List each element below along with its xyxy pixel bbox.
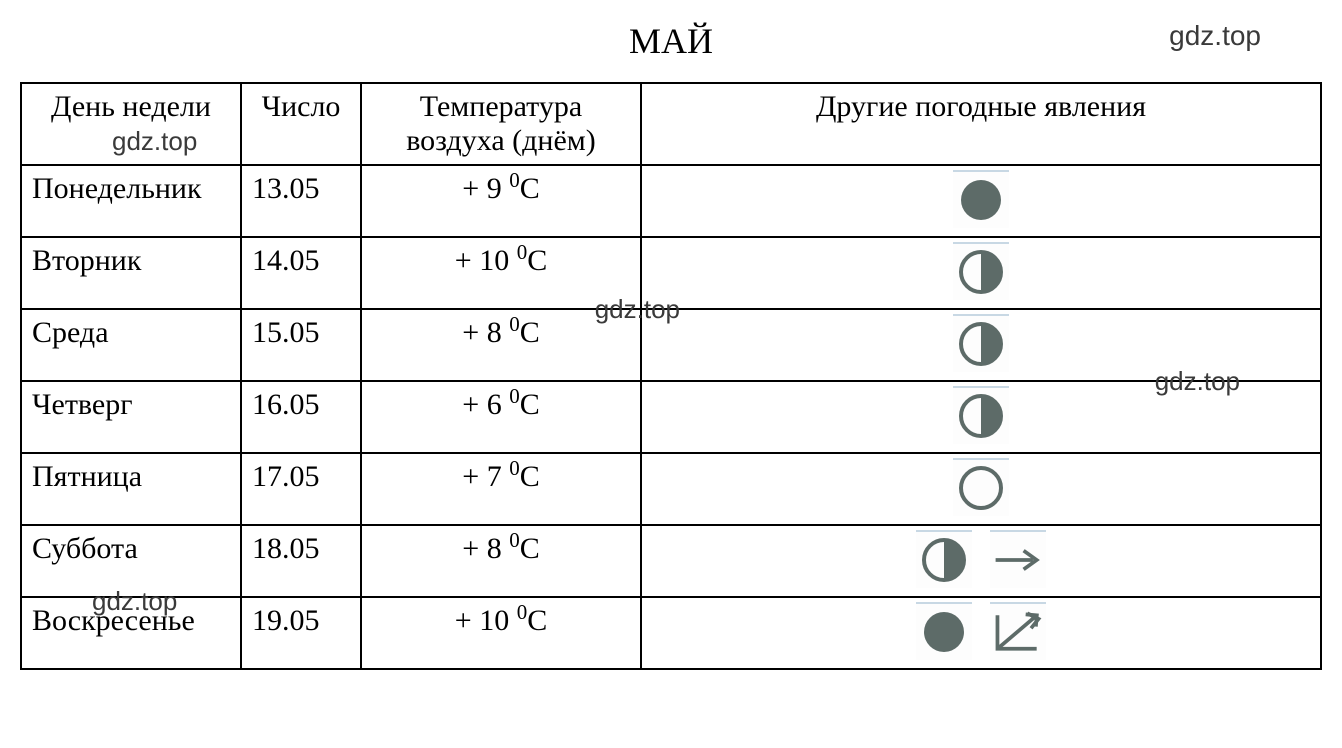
cell-temp: + 7 0С — [361, 453, 641, 525]
cell-date: 14.05 — [241, 237, 361, 309]
weather-icons — [953, 386, 1009, 444]
table-row: Воскресеньеgdz.top19.05+ 10 0С — [21, 597, 1321, 669]
watermark-in-header: gdz.top — [112, 126, 197, 157]
table-row: Среда15.05+ 8 0Сgdz.top — [21, 309, 1321, 381]
page-title: МАЙ — [21, 20, 1321, 62]
weather-icons — [953, 458, 1009, 516]
cell-date: 18.05 — [241, 525, 361, 597]
header-temp: Температура воздуха (днём) — [361, 83, 641, 165]
cell-day: Воскресеньеgdz.top — [21, 597, 241, 669]
header-date: Число — [241, 83, 361, 165]
clear-icon — [957, 464, 1005, 512]
cell-weather: gdz.top — [641, 381, 1321, 453]
weather-icons — [953, 242, 1009, 300]
header-day: День недели gdz.top — [21, 83, 241, 165]
icon-tile — [990, 602, 1046, 660]
cell-date: 17.05 — [241, 453, 361, 525]
partly-cloudy-icon — [957, 392, 1005, 440]
wind-right-icon — [990, 536, 1046, 584]
overcast-icon — [957, 176, 1005, 224]
cell-weather — [641, 525, 1321, 597]
icon-tile — [953, 170, 1009, 228]
watermark-top-right: gdz.top — [1169, 20, 1261, 52]
overcast-icon — [920, 608, 968, 656]
icon-tile — [916, 602, 972, 660]
table-row: Четверг16.05+ 6 0Сgdz.top — [21, 381, 1321, 453]
partly-cloudy-icon — [957, 320, 1005, 368]
cell-date: 13.05 — [241, 165, 361, 237]
wind-sw-icon — [990, 606, 1046, 658]
cell-date: 19.05 — [241, 597, 361, 669]
header-weather: Другие погодные явления — [641, 83, 1321, 165]
cell-temp: + 10 0С — [361, 597, 641, 669]
cell-day: Вторник — [21, 237, 241, 309]
table-row: Пятница17.05+ 7 0С — [21, 453, 1321, 525]
icon-tile — [953, 242, 1009, 300]
table-row: Понедельник13.05+ 9 0С — [21, 165, 1321, 237]
icon-tile — [990, 530, 1046, 588]
icon-tile — [953, 314, 1009, 372]
header-day-label: День недели — [51, 90, 211, 123]
table-body: Понедельник13.05+ 9 0СВторник14.05+ 10 0… — [21, 165, 1321, 669]
weather-icons — [916, 602, 1046, 660]
cell-date: 16.05 — [241, 381, 361, 453]
cell-date: 15.05 — [241, 309, 361, 381]
cell-temp: + 6 0С — [361, 381, 641, 453]
cell-temp: + 8 0С — [361, 525, 641, 597]
cell-temp: + 8 0Сgdz.top — [361, 309, 641, 381]
table-header-row: День недели gdz.top Число Температура во… — [21, 83, 1321, 165]
table-row: Суббота18.05+ 8 0С — [21, 525, 1321, 597]
weather-icons — [953, 170, 1009, 228]
weather-icons — [953, 314, 1009, 372]
weather-icons — [916, 530, 1046, 588]
watermark-bottom-left: gdz.top — [92, 586, 177, 617]
cell-day: Понедельник — [21, 165, 241, 237]
watermark-right-mid: gdz.top — [1155, 366, 1240, 397]
partly-cloudy-icon — [920, 536, 968, 584]
cell-weather — [641, 597, 1321, 669]
partly-cloudy-icon — [957, 248, 1005, 296]
cell-weather — [641, 165, 1321, 237]
cell-temp: + 9 0С — [361, 165, 641, 237]
header-row: МАЙ gdz.top — [21, 20, 1321, 62]
cell-day: Пятница — [21, 453, 241, 525]
cell-day: Среда — [21, 309, 241, 381]
icon-tile — [953, 458, 1009, 516]
cell-day: Четверг — [21, 381, 241, 453]
icon-tile — [953, 386, 1009, 444]
cell-weather — [641, 237, 1321, 309]
cell-weather — [641, 453, 1321, 525]
weather-table: День недели gdz.top Число Температура во… — [20, 82, 1322, 670]
icon-tile — [916, 530, 972, 588]
